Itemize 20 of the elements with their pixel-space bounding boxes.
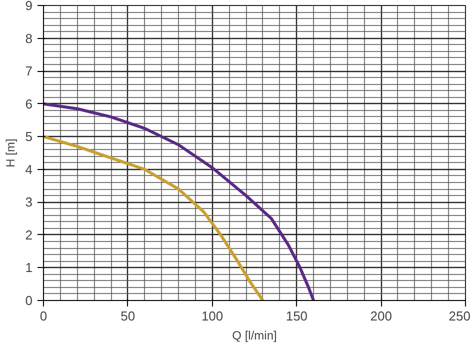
x-tick-label: 200 <box>370 308 392 324</box>
y-tick-label: 6 <box>25 96 33 112</box>
y-tick-label: 9 <box>25 0 33 13</box>
y-tick-label: 2 <box>25 227 33 242</box>
line-series <box>44 135 264 300</box>
y-tick-label: 8 <box>25 30 33 46</box>
y-tick-label: 0 <box>25 293 33 308</box>
y-tick-label: 3 <box>25 194 33 210</box>
y-tick-label: 7 <box>25 64 33 79</box>
y-tick-label: 4 <box>25 162 33 177</box>
x-tick-label: 150 <box>286 308 308 324</box>
x-tick-label: 50 <box>120 308 136 324</box>
x-tick-label: 100 <box>201 308 224 324</box>
x-axis-title: Q [l/min] <box>232 328 277 342</box>
x-tick-label: 0 <box>40 308 48 324</box>
line-series <box>44 102 316 300</box>
y-axis-title: H [m] <box>3 138 18 168</box>
y-tick-label: 5 <box>25 129 33 144</box>
x-tick-label: 250 <box>448 308 471 324</box>
y-tick-label: 1 <box>25 260 33 276</box>
